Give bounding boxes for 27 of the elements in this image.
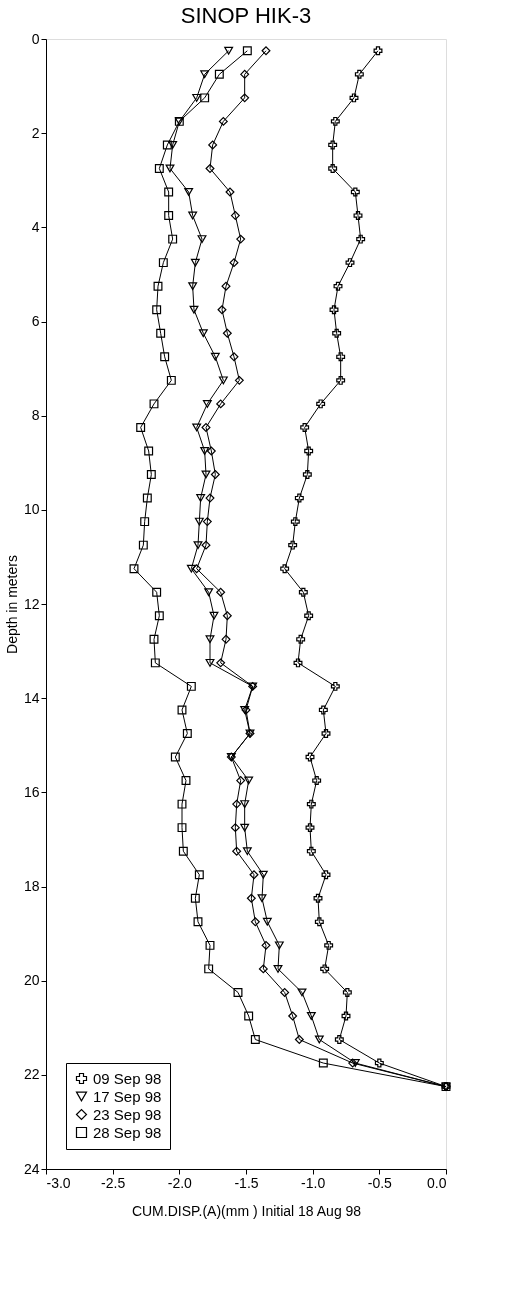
x-tick-label: 0.0 (427, 1174, 447, 1191)
y-tick-label: 8 (31, 407, 40, 424)
legend-label: 28 Sep 98 (93, 1123, 162, 1141)
y-tick-label: 0 (31, 30, 40, 47)
legend-label: 23 Sep 98 (93, 1105, 162, 1123)
x-tick-label: -0.5 (367, 1174, 393, 1191)
x-tick-label: -1.0 (301, 1174, 326, 1191)
y-tick-label: 16 (23, 783, 40, 800)
y-tick-label: 12 (23, 595, 40, 612)
y-tick-label: 10 (23, 501, 40, 518)
x-tick-label: -1.5 (234, 1174, 259, 1191)
y-tick-label: 2 (31, 124, 40, 141)
y-tick-label: 4 (31, 218, 40, 235)
x-tick-label: -2.0 (167, 1174, 193, 1191)
y-tick-label: 14 (23, 689, 40, 706)
y-tick-label: 22 (23, 1066, 40, 1083)
chart-title: SINOP HIK-3 (180, 3, 312, 28)
y-tick-label: 20 (23, 972, 40, 989)
y-axis-title: Depth in meters (3, 555, 20, 654)
y-tick-label: 24 (23, 1160, 40, 1177)
x-tick-label: -2.5 (101, 1174, 126, 1191)
legend-label: 09 Sep 98 (93, 1069, 162, 1087)
x-tick-label: -3.0 (46, 1174, 71, 1191)
x-axis-title: CUM.DISP.(A)(mm ) Initial 18 Aug 98 (131, 1202, 362, 1219)
legend-label: 17 Sep 98 (93, 1087, 162, 1105)
y-tick-label: 6 (31, 313, 40, 329)
y-tick-label: 18 (23, 878, 40, 894)
